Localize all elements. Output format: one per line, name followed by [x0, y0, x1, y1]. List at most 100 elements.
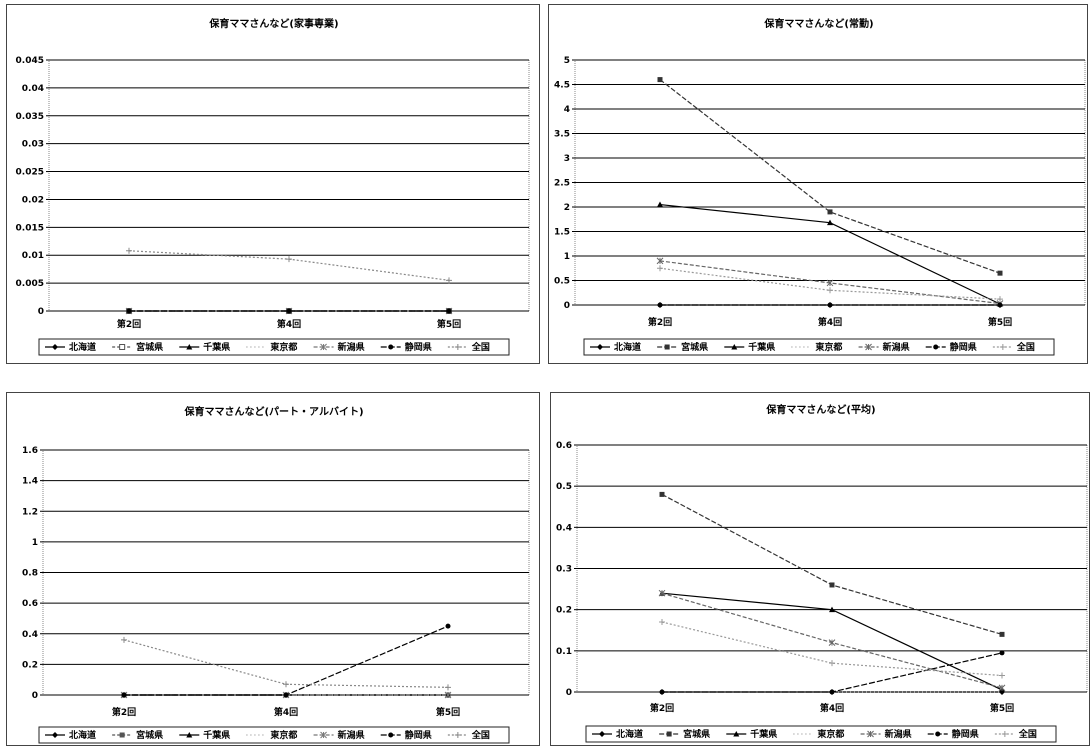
data-point — [659, 491, 665, 497]
data-point — [829, 606, 835, 613]
chart-svg-parttime: 保育ママさんなど(パート・アルバイト) 0 0.2 0.4 0.6 0.8 1 1.2 1.4 1… — [22, 405, 530, 744]
chart-panel-parttime: 保育ママさんなど(パート・アルバイト) 0 0.2 0.4 0.6 0.8 1 1.2 1.4 1… — [6, 392, 540, 746]
legend-marker — [186, 344, 193, 350]
legend-marker — [664, 344, 670, 350]
series-全国 — [659, 619, 1005, 679]
y-tick-label: 0.5 — [554, 277, 570, 287]
y-tick-label: 0.5 — [556, 482, 572, 492]
y-tick-label: 0 — [566, 688, 572, 698]
legend-label: 全国 — [1016, 341, 1035, 353]
x-tick-label: 第5回 — [436, 706, 460, 718]
series-静岡県 — [121, 623, 451, 698]
data-point — [827, 302, 833, 308]
legend-label: 全国 — [471, 341, 490, 353]
y-tick-label: 0.025 — [16, 168, 44, 178]
y-tick-label: 1 — [564, 252, 570, 262]
legend-marker — [388, 344, 394, 350]
y-tick-label: 0.005 — [16, 279, 44, 289]
legend-label: 宮城県 — [681, 341, 708, 353]
y-tick-label: 0.1 — [556, 647, 572, 657]
data-point — [826, 279, 834, 287]
series-line — [659, 79, 1001, 274]
chart-title: 保育ママさんなど(平均) — [765, 403, 875, 416]
legend-marker — [599, 731, 605, 737]
data-point — [121, 636, 127, 643]
y-tick-label: 0.4 — [556, 523, 572, 533]
y-tick-label: 0.035 — [16, 112, 44, 122]
legend-label: 千葉県 — [203, 729, 230, 741]
data-point — [446, 277, 452, 284]
y-tick-label: 1.2 — [22, 507, 38, 517]
y-tick-label: 3 — [564, 154, 570, 164]
legend-marker — [320, 343, 327, 351]
series-新潟県 — [658, 589, 1006, 692]
data-point — [657, 302, 663, 308]
data-point — [657, 201, 663, 208]
data-point — [121, 692, 127, 698]
legend: 北海道 宮城県 千葉県 東京都 新潟県 静岡県 全国 — [583, 338, 1055, 356]
legend-marker — [52, 344, 58, 350]
y-tick-label: 1.6 — [22, 446, 38, 456]
data-point — [659, 689, 665, 695]
y-tick-label: 2.5 — [554, 179, 570, 189]
series-新潟県 — [656, 257, 1004, 307]
data-point — [657, 77, 663, 83]
chart-title: 保育ママさんなど(パート・アルバイト) — [183, 405, 363, 418]
legend-marker — [52, 732, 58, 738]
legend-label: 東京都 — [270, 341, 297, 353]
x-tick-label: 第2回 — [650, 702, 674, 714]
legend-label: 静岡県 — [405, 729, 432, 741]
legend-label: 宮城県 — [683, 728, 710, 740]
legend-marker — [119, 732, 125, 738]
data-point — [445, 684, 451, 691]
legend-marker — [1001, 731, 1008, 737]
data-point — [997, 302, 1003, 308]
data-point — [126, 247, 132, 254]
data-point — [829, 689, 835, 695]
data-point — [829, 582, 835, 588]
legend-label: 東京都 — [815, 341, 842, 353]
x-tick-label: 第4回 — [277, 318, 301, 330]
data-point — [997, 270, 1003, 276]
legend-marker — [867, 730, 874, 738]
y-tick-label: 4.5 — [554, 81, 570, 91]
legend-label: 北海道 — [69, 341, 96, 353]
y-tick-label: 0.02 — [22, 195, 44, 205]
legend-marker — [666, 731, 672, 737]
series-宮城県 — [659, 491, 1005, 637]
y-tick-label: 0.8 — [22, 569, 38, 579]
data-point — [656, 257, 664, 265]
data-point — [659, 619, 665, 626]
series-静岡県 — [657, 302, 1003, 308]
chart-panel-housewife: 保育ママさんなど(家事専業) 0 0.005 0.01 0.015 0.02 0.025 0.… — [6, 4, 540, 364]
y-tick-label: 1.4 — [22, 477, 38, 487]
plot-area — [48, 59, 530, 312]
chart-svg-fulltime: 保育ママさんなど(常勤) 0 0.5 1 1.5 2 2.5 3 3.5 4 4.5 5 第2回 第4回 第… — [554, 17, 1086, 356]
data-point — [283, 681, 289, 688]
y-tick-label: 0.015 — [16, 223, 44, 233]
y-tick-label: 0.03 — [22, 140, 44, 150]
y-tick-label: 0.6 — [556, 441, 572, 451]
data-point — [658, 589, 666, 597]
data-point — [998, 684, 1006, 692]
y-tick-label: 0 — [564, 301, 570, 311]
x-tick-label: 第4回 — [274, 706, 298, 718]
y-tick-label: 1 — [32, 538, 38, 548]
data-point — [999, 650, 1005, 656]
legend: 北海道 宮城県 千葉県 東京都 新潟県 静岡県 全国 — [38, 338, 510, 356]
data-point — [827, 287, 833, 294]
legend-box — [585, 725, 1057, 743]
legend-marker — [597, 344, 603, 350]
x-tick-label: 第4回 — [818, 316, 842, 328]
y-tick-label: 0.2 — [556, 606, 572, 616]
y-tick-label: 1.5 — [554, 228, 570, 238]
data-point — [997, 296, 1003, 303]
legend-label: 新潟県 — [338, 341, 365, 353]
series-line — [662, 652, 1003, 693]
legend-label: 宮城県 — [136, 341, 163, 353]
series-line — [659, 267, 1001, 300]
series-静岡県 — [126, 308, 452, 314]
data-point — [286, 256, 292, 263]
legend-box — [583, 338, 1055, 356]
data-point — [827, 209, 833, 215]
